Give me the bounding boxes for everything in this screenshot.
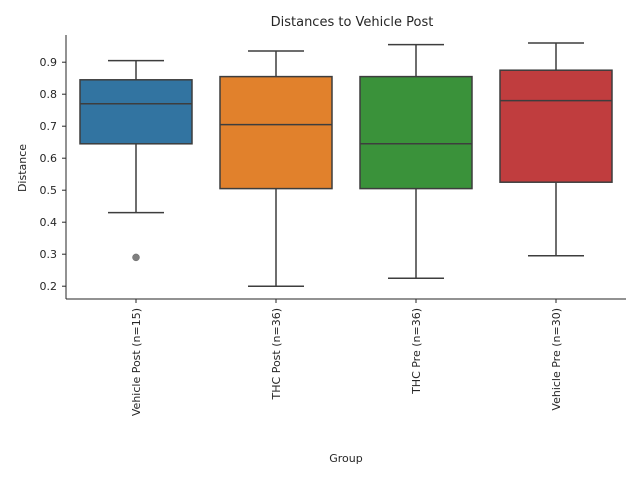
y-tick-label: 0.7 (40, 120, 58, 133)
x-tick-label: Vehicle Pre (n=30) (550, 308, 563, 411)
box-series (79, 42, 613, 287)
y-axis-label: Distance (16, 144, 29, 192)
box-group (219, 50, 333, 287)
x-tick-label: Vehicle Post (n=15) (130, 308, 143, 416)
box-iqr (499, 69, 613, 183)
y-tick-label: 0.8 (40, 88, 58, 101)
y-tick-label: 0.4 (40, 216, 58, 229)
y-tick-label: 0.9 (40, 56, 58, 69)
axes: 0.2 0.3 0.4 0.5 0.6 0.7 0.8 0.9 (40, 35, 626, 300)
y-tick-label: 0.5 (40, 184, 58, 197)
outlier-point (132, 253, 140, 262)
box-group (79, 59, 193, 262)
box-group (499, 42, 613, 257)
y-tick-label: 0.2 (40, 280, 58, 293)
x-tick-labels: Vehicle Post (n=15) THC Post (n=36) THC Pr… (130, 299, 563, 416)
box-iqr (219, 75, 333, 190)
x-tick-label: THC Pre (n=36) (410, 308, 423, 395)
box-iqr (359, 75, 473, 190)
y-tick-label: 0.3 (40, 248, 58, 261)
y-tick-label: 0.6 (40, 152, 58, 165)
box-group (359, 43, 473, 279)
x-axis-label: Group (329, 452, 363, 465)
box-iqr (79, 79, 193, 145)
x-tick-label: THC Post (n=36) (270, 308, 283, 400)
chart-title: Distances to Vehicle Post (271, 15, 434, 30)
